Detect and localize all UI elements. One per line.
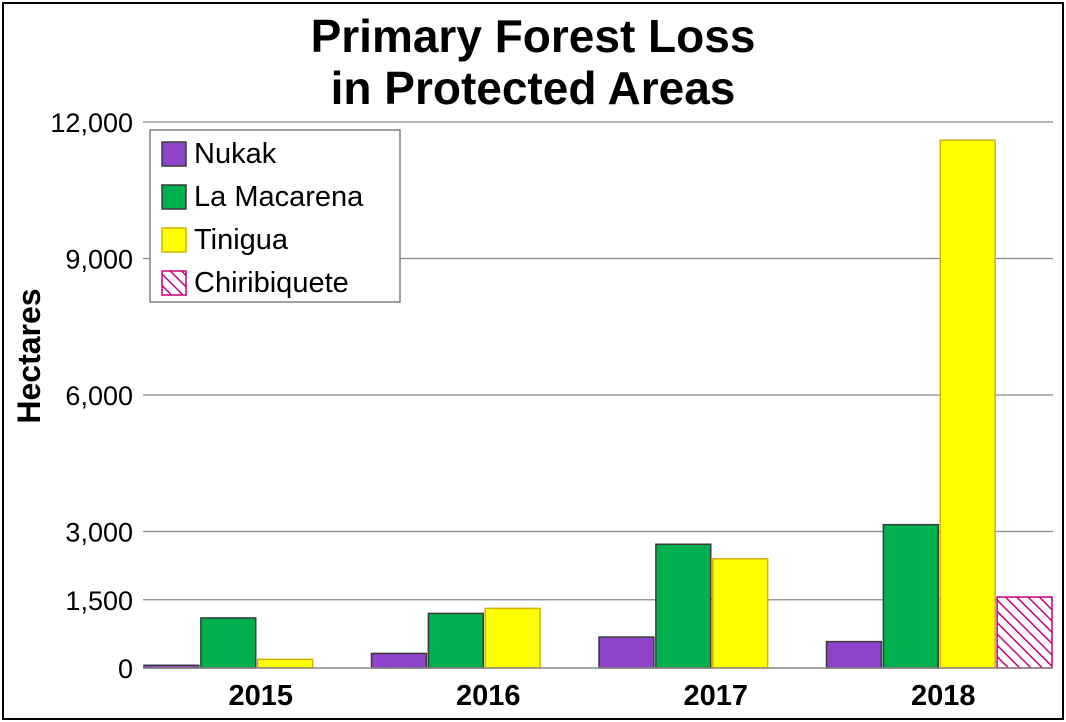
bar-nukak-2018 [825,640,883,669]
legend-swatch-tinigua [161,227,187,253]
y-axis-label: Hectares [11,288,47,423]
legend-swatch-nukak [161,141,187,167]
y-tick-label: 9,000 [65,245,133,275]
x-tick-label: 2018 [911,680,976,712]
legend-box [149,129,401,303]
legend-label: Nukak [194,138,277,170]
x-tick-label: 2015 [228,680,293,712]
legend: Nukak La Macarena Tinigua Chiribiquete [149,129,401,303]
x-tick-label: 2017 [683,680,748,712]
y-tick-label: 0 [118,654,133,684]
bar-tinigua-2015 [257,658,314,669]
bar-tinigua-2017 [712,558,769,669]
chart-title-line-1: Primary Forest Loss [311,10,756,62]
legend-label: Tinigua [194,224,289,256]
legend-swatch-chiribiquete [161,270,187,296]
y-tick-label: 3,000 [65,518,133,548]
chart-title-line-2: in Protected Areas [331,62,736,114]
bar-la-macarena-2018 [882,523,939,669]
bars [143,139,1053,669]
bar-la-macarena-2016 [427,612,484,669]
bar-la-macarena-2015 [200,617,257,669]
x-tick-labels: 2015 2016 2017 2018 [228,680,975,712]
bar-nukak-2016 [370,652,428,669]
bar-la-macarena-2017 [655,543,712,669]
bar-chiribiquete-2018 [996,596,1053,669]
bar-nukak-2017 [598,636,655,669]
y-tick-labels: 0 1,500 3,000 6,000 9,000 12,000 [50,108,133,684]
y-tick-label: 12,000 [50,108,133,138]
legend-label: La Macarena [194,181,364,213]
x-tick-label: 2016 [456,680,521,712]
bar-tinigua-2018 [939,139,996,669]
legend-label: Chiribiquete [194,267,349,299]
y-tick-label: 6,000 [65,381,133,411]
bar-tinigua-2016 [484,607,541,669]
legend-swatch-la-macarena [161,184,187,210]
y-tick-label: 1,500 [65,586,133,616]
